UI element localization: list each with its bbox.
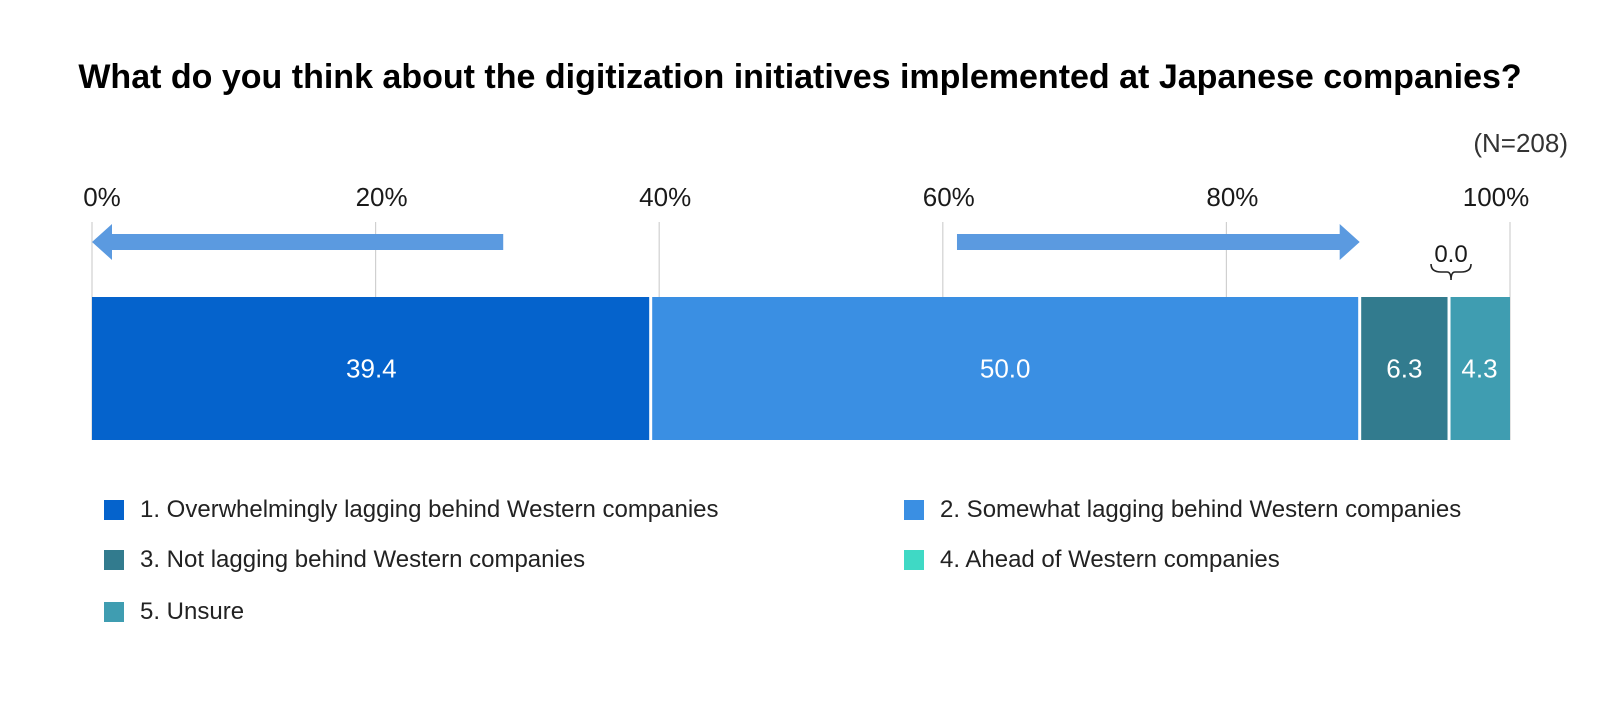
bar-value-label: 50.0 [980, 354, 1031, 384]
bar-segment [1359, 297, 1450, 440]
bar-segment [650, 297, 1360, 440]
legend-item: 4. Ahead of Western companies [904, 546, 1280, 574]
bar-segment [92, 297, 651, 440]
bar-value-label: 6.3 [1386, 354, 1422, 384]
x-tick-label: 60% [923, 182, 975, 212]
brace-icon [1430, 263, 1472, 281]
bar-value-label: 39.4 [346, 354, 397, 384]
x-tick-label: 0% [83, 182, 121, 212]
legend-swatch [104, 500, 124, 520]
bar-value-label: 4.3 [1461, 354, 1497, 384]
sample-size-label: (N=208) [1473, 128, 1568, 158]
legend-label: 5. Unsure [140, 598, 245, 625]
x-tick-label: 20% [356, 182, 408, 212]
legend-label: 4. Ahead of Western companies [940, 546, 1280, 573]
legend-label: 2. Somewhat lagging behind Western compa… [940, 496, 1462, 523]
x-tick-label: 80% [1206, 182, 1258, 212]
x-tick-label: 100% [1463, 182, 1530, 212]
legend-label: 3. Not lagging behind Western companies [140, 546, 586, 573]
bar-segment [1449, 297, 1510, 440]
legend-item: 3. Not lagging behind Western companies [104, 546, 585, 574]
chart-title: What do you think about the digitization… [78, 58, 1522, 96]
legend-label: 1. Overwhelmingly lagging behind Western… [140, 496, 719, 523]
bar-value-label: 0.0 [1434, 241, 1467, 268]
legend-swatch [904, 550, 924, 570]
arrow-left-icon [92, 224, 504, 260]
arrow-right-icon [956, 224, 1360, 260]
legend-item: 2. Somewhat lagging behind Western compa… [904, 496, 1461, 524]
x-tick-label: 40% [639, 182, 691, 212]
legend-item: 5. Unsure [104, 598, 244, 626]
legend-swatch [104, 550, 124, 570]
legend-item: 1. Overwhelmingly lagging behind Western… [104, 496, 719, 524]
legend-swatch [904, 500, 924, 520]
legend-swatch [104, 602, 124, 622]
